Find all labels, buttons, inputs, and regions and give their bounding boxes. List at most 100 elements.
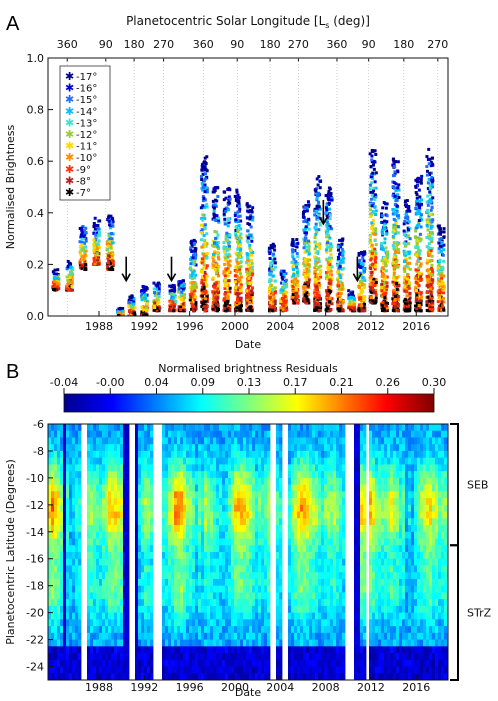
data-point xyxy=(427,299,431,303)
data-point xyxy=(430,273,434,277)
data-point xyxy=(369,214,373,218)
data-point xyxy=(368,233,372,237)
data-point xyxy=(425,276,429,280)
heatmap-cell xyxy=(57,444,61,452)
heatmap-cell xyxy=(78,646,82,654)
data-point xyxy=(413,304,417,308)
data-point xyxy=(204,266,208,270)
data-point xyxy=(338,238,342,242)
data-point xyxy=(397,283,401,287)
heatmap-cell xyxy=(75,585,79,593)
heatmap-cell xyxy=(78,619,82,627)
heatmap-cell xyxy=(75,578,79,587)
heatmap-cell xyxy=(69,424,73,432)
data-point xyxy=(132,300,136,304)
data-point xyxy=(69,288,73,292)
heatmap-cell xyxy=(66,592,70,600)
heatmap-cell xyxy=(102,424,106,432)
data-point xyxy=(226,299,230,303)
data-point xyxy=(214,204,218,208)
heatmap-cell xyxy=(96,599,100,607)
data-point xyxy=(227,307,231,311)
data-point xyxy=(380,259,384,263)
heatmap-cell xyxy=(111,424,115,432)
data-point xyxy=(179,305,183,309)
data-point xyxy=(430,305,434,309)
data-point xyxy=(92,224,96,228)
data-point xyxy=(247,291,251,295)
data-point xyxy=(358,258,362,262)
heatmap-cell xyxy=(117,666,121,674)
heatmap-cell xyxy=(93,504,97,512)
data-point xyxy=(373,180,377,184)
data-point xyxy=(368,204,372,208)
heatmap-cell xyxy=(93,619,97,627)
heatmap-cell xyxy=(66,498,70,506)
data-point xyxy=(55,281,59,285)
data-point xyxy=(296,271,300,275)
heatmap-cell xyxy=(69,572,73,580)
data-point xyxy=(336,307,340,311)
data-point xyxy=(292,281,296,285)
data-point xyxy=(157,295,161,299)
data-point xyxy=(80,228,84,232)
heatmap-cell xyxy=(57,538,61,546)
data-point xyxy=(407,207,411,211)
data-point xyxy=(436,281,440,285)
data-point xyxy=(384,301,388,305)
data-point xyxy=(392,274,396,278)
heatmap-cell xyxy=(105,666,109,674)
heatmap-cell xyxy=(51,471,55,479)
legend-label: -16° xyxy=(76,84,97,95)
data-point xyxy=(328,285,332,289)
data-point xyxy=(363,285,367,289)
heatmap-cell xyxy=(69,444,73,452)
data-point xyxy=(370,251,374,255)
data-point xyxy=(271,291,275,295)
data-point xyxy=(339,258,343,262)
heatmap-cell xyxy=(57,585,61,593)
heatmap-cell xyxy=(93,484,97,492)
data-point xyxy=(202,266,206,270)
heatmap-cell xyxy=(105,585,109,593)
heatmap-cell xyxy=(66,673,70,680)
data-point xyxy=(200,285,204,289)
data-point xyxy=(391,210,395,214)
heatmap-cell xyxy=(57,592,61,600)
data-point xyxy=(382,269,386,273)
heatmap-cell xyxy=(69,525,73,533)
data-point xyxy=(392,283,396,287)
data-point xyxy=(239,251,243,255)
data-point xyxy=(193,298,197,302)
data-point xyxy=(83,253,87,257)
data-point xyxy=(80,264,84,268)
data-point xyxy=(267,290,271,294)
heatmap-cell xyxy=(63,552,67,560)
data-point xyxy=(394,302,398,306)
heatmap-cell xyxy=(54,484,58,492)
data-point xyxy=(96,242,100,246)
heatmap-cell xyxy=(78,626,82,634)
data-point xyxy=(227,208,231,212)
heatmap-cell xyxy=(63,437,67,445)
heatmap-cell xyxy=(72,578,76,587)
data-point xyxy=(233,232,237,236)
heatmap-cell xyxy=(108,646,112,654)
heatmap-cell xyxy=(63,491,67,499)
data-point xyxy=(111,217,115,221)
heatmap-cell xyxy=(75,518,79,526)
data-point xyxy=(95,262,99,266)
data-point xyxy=(372,189,376,193)
data-point xyxy=(250,236,254,240)
data-point xyxy=(430,162,434,166)
heatmap-cell xyxy=(90,424,94,432)
data-point xyxy=(285,284,289,288)
data-point xyxy=(402,260,406,264)
data-point xyxy=(245,261,249,265)
data-point xyxy=(139,290,143,294)
heatmap-cell xyxy=(96,531,100,539)
heatmap-cell xyxy=(90,578,94,587)
data-point xyxy=(83,259,87,263)
data-point xyxy=(225,294,229,298)
data-point xyxy=(425,261,429,265)
